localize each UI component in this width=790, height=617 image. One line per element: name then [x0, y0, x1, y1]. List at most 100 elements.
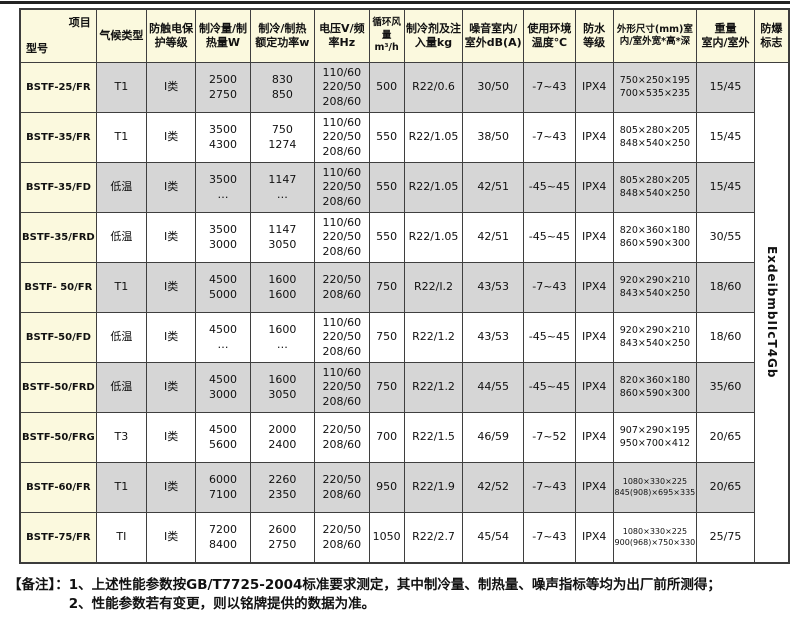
header-refrigerant: 制冷剂及注 入量kg [403, 8, 464, 63]
table-row: BSTF-35/FD 低温 I类 3500 … 1147 … 110/60 22… [19, 162, 789, 213]
cell-weight: 18/60 [696, 262, 755, 313]
cell-climate: T1 [95, 112, 148, 163]
cell-protection: I类 [145, 262, 197, 313]
cell-capacity: 3500 3000 [195, 212, 251, 263]
cell-airflow: 750 [368, 362, 405, 413]
cell-temp: -45~45 [522, 162, 576, 213]
cell-weight: 15/45 [696, 162, 755, 213]
cell-airflow: 950 [368, 462, 405, 513]
cell-capacity: 7200 8400 [195, 512, 251, 564]
header-explosion-mark: 防爆 标志 [753, 8, 790, 63]
cell-noise: 45/54 [462, 512, 524, 564]
table-row: BSTF-35/FRD 低温 I类 3500 3000 1147 3050 11… [19, 212, 789, 263]
cell-dimensions: 820×360×180 860×590×300 [612, 362, 698, 413]
cell-waterproof: IPX4 [574, 212, 614, 263]
cell-capacity: 4500 3000 [195, 362, 251, 413]
cell-temp: -7~43 [522, 62, 576, 113]
cell-climate: T1 [95, 262, 148, 313]
cell-capacity: 2500 2750 [195, 62, 251, 113]
cell-protection: I类 [145, 362, 197, 413]
spec-table: 项目 型号 气候类型 防触电保 护等级 制冷量/制 热量W 制冷/制热 额定功率… [19, 8, 790, 564]
cell-refrigerant: R22/1.05 [403, 162, 464, 213]
cell-dimensions: 920×290×210 843×540×250 [612, 262, 698, 313]
cell-voltage: 110/60 220/50 208/60 [313, 312, 370, 363]
cell-dimensions: 907×290×195 950×700×412 [612, 412, 698, 463]
cell-noise: 42/52 [462, 462, 524, 513]
cell-explosion-mark: ExdeibmbIIcT4Gb [753, 62, 790, 564]
cell-model: BSTF-50/FRG [19, 412, 97, 463]
header-temp: 使用环境 温度℃ [522, 8, 576, 63]
cell-protection: I类 [145, 162, 197, 213]
corner-label-model: 型号 [26, 41, 48, 55]
cell-weight: 15/45 [696, 62, 755, 113]
table-row: BSTF-60/FR T1 I类 6000 7100 2260 2350 220… [19, 462, 789, 513]
header-power: 制冷/制热 额定功率w [249, 8, 315, 63]
cell-protection: I类 [145, 62, 197, 113]
cell-noise: 43/53 [462, 312, 524, 363]
cell-weight: 30/55 [696, 212, 755, 263]
header-row: 项目 型号 气候类型 防触电保 护等级 制冷量/制 热量W 制冷/制热 额定功率… [19, 8, 790, 63]
cell-dimensions: 1080×330×225 845(908)×695×335 [612, 462, 698, 513]
cell-weight: 18/60 [696, 312, 755, 363]
cell-model: BSTF-35/FR [19, 112, 97, 163]
cell-voltage: 110/60 220/50 208/60 [313, 212, 370, 263]
header-protection: 防触电保 护等级 [145, 8, 197, 63]
cell-capacity: 4500 5600 [195, 412, 251, 463]
cell-model: BSTF-60/FR [19, 462, 97, 513]
cell-voltage: 110/60 220/50 208/60 [313, 162, 370, 213]
cell-airflow: 700 [368, 412, 405, 463]
header-voltage: 电压V/频 率Hz [313, 8, 370, 63]
cell-refrigerant: R22/1.9 [403, 462, 464, 513]
cell-voltage: 220/50 208/60 [313, 412, 370, 463]
cell-waterproof: IPX4 [574, 312, 614, 363]
cell-power: 1600 1600 [249, 262, 315, 313]
cell-temp: -45~45 [522, 312, 576, 363]
cell-waterproof: IPX4 [574, 412, 614, 463]
header-waterproof: 防水 等级 [574, 8, 614, 63]
header-airflow: 循环风 量m³/h [368, 8, 405, 63]
cell-noise: 43/53 [462, 262, 524, 313]
cell-dimensions: 750×250×195 700×535×235 [612, 62, 698, 113]
cell-model: BSTF-25/FR [19, 62, 97, 113]
cell-climate: 低温 [95, 162, 148, 213]
cell-climate: T1 [95, 462, 148, 513]
table-row: BSTF-50/FRD 低温 I类 4500 3000 1600 3050 11… [19, 362, 789, 413]
cell-noise: 30/50 [462, 62, 524, 113]
cell-airflow: 750 [368, 312, 405, 363]
cell-waterproof: IPX4 [574, 112, 614, 163]
cell-waterproof: IPX4 [574, 512, 614, 564]
cell-model: BSTF-35/FD [19, 162, 97, 213]
cell-climate: 低温 [95, 362, 148, 413]
cell-power: 1147 … [249, 162, 315, 213]
table-row: BSTF-35/FR T1 I类 3500 4300 750 1274 110/… [19, 112, 789, 163]
cell-capacity: 4500 … [195, 312, 251, 363]
cell-climate: T3 [95, 412, 148, 463]
corner-label-project: 项目 [68, 16, 91, 29]
cell-refrigerant: R22/1.05 [403, 112, 464, 163]
cell-airflow: 500 [368, 62, 405, 113]
cell-climate: 低温 [95, 312, 148, 363]
cell-protection: I类 [145, 462, 197, 513]
cell-refrigerant: R22/0.6 [403, 62, 464, 113]
cell-airflow: 550 [368, 112, 405, 163]
table-row: BSTF-50/FD 低温 I类 4500 … 1600 … 110/60 22… [19, 312, 789, 363]
cell-temp: -7~43 [522, 262, 576, 313]
cell-refrigerant: R22/I.2 [403, 262, 464, 313]
cell-capacity: 4500 5000 [195, 262, 251, 313]
table-row: BSTF-75/FR TI I类 7200 8400 2600 2750 220… [19, 512, 789, 564]
cell-protection: I类 [145, 212, 197, 263]
cell-dimensions: 820×360×180 860×590×300 [612, 212, 698, 263]
cell-climate: 低温 [95, 212, 148, 263]
cell-voltage: 110/60 220/50 208/60 [313, 62, 370, 113]
header-climate: 气候类型 [95, 8, 148, 63]
header-dimensions: 外形尺寸(mm)室 内/室外宽*高*深 [612, 8, 698, 63]
cell-temp: -45~45 [522, 212, 576, 263]
cell-refrigerant: R22/1.05 [403, 212, 464, 263]
header-weight: 重量 室内/室外 [696, 8, 755, 63]
cell-airflow: 550 [368, 212, 405, 263]
cell-voltage: 220/50 208/60 [313, 512, 370, 564]
cell-airflow: 1050 [368, 512, 405, 564]
cell-voltage: 110/60 220/50 208/60 [313, 362, 370, 413]
cell-voltage: 110/60 220/50 208/60 [313, 112, 370, 163]
header-capacity: 制冷量/制 热量W [195, 8, 251, 63]
